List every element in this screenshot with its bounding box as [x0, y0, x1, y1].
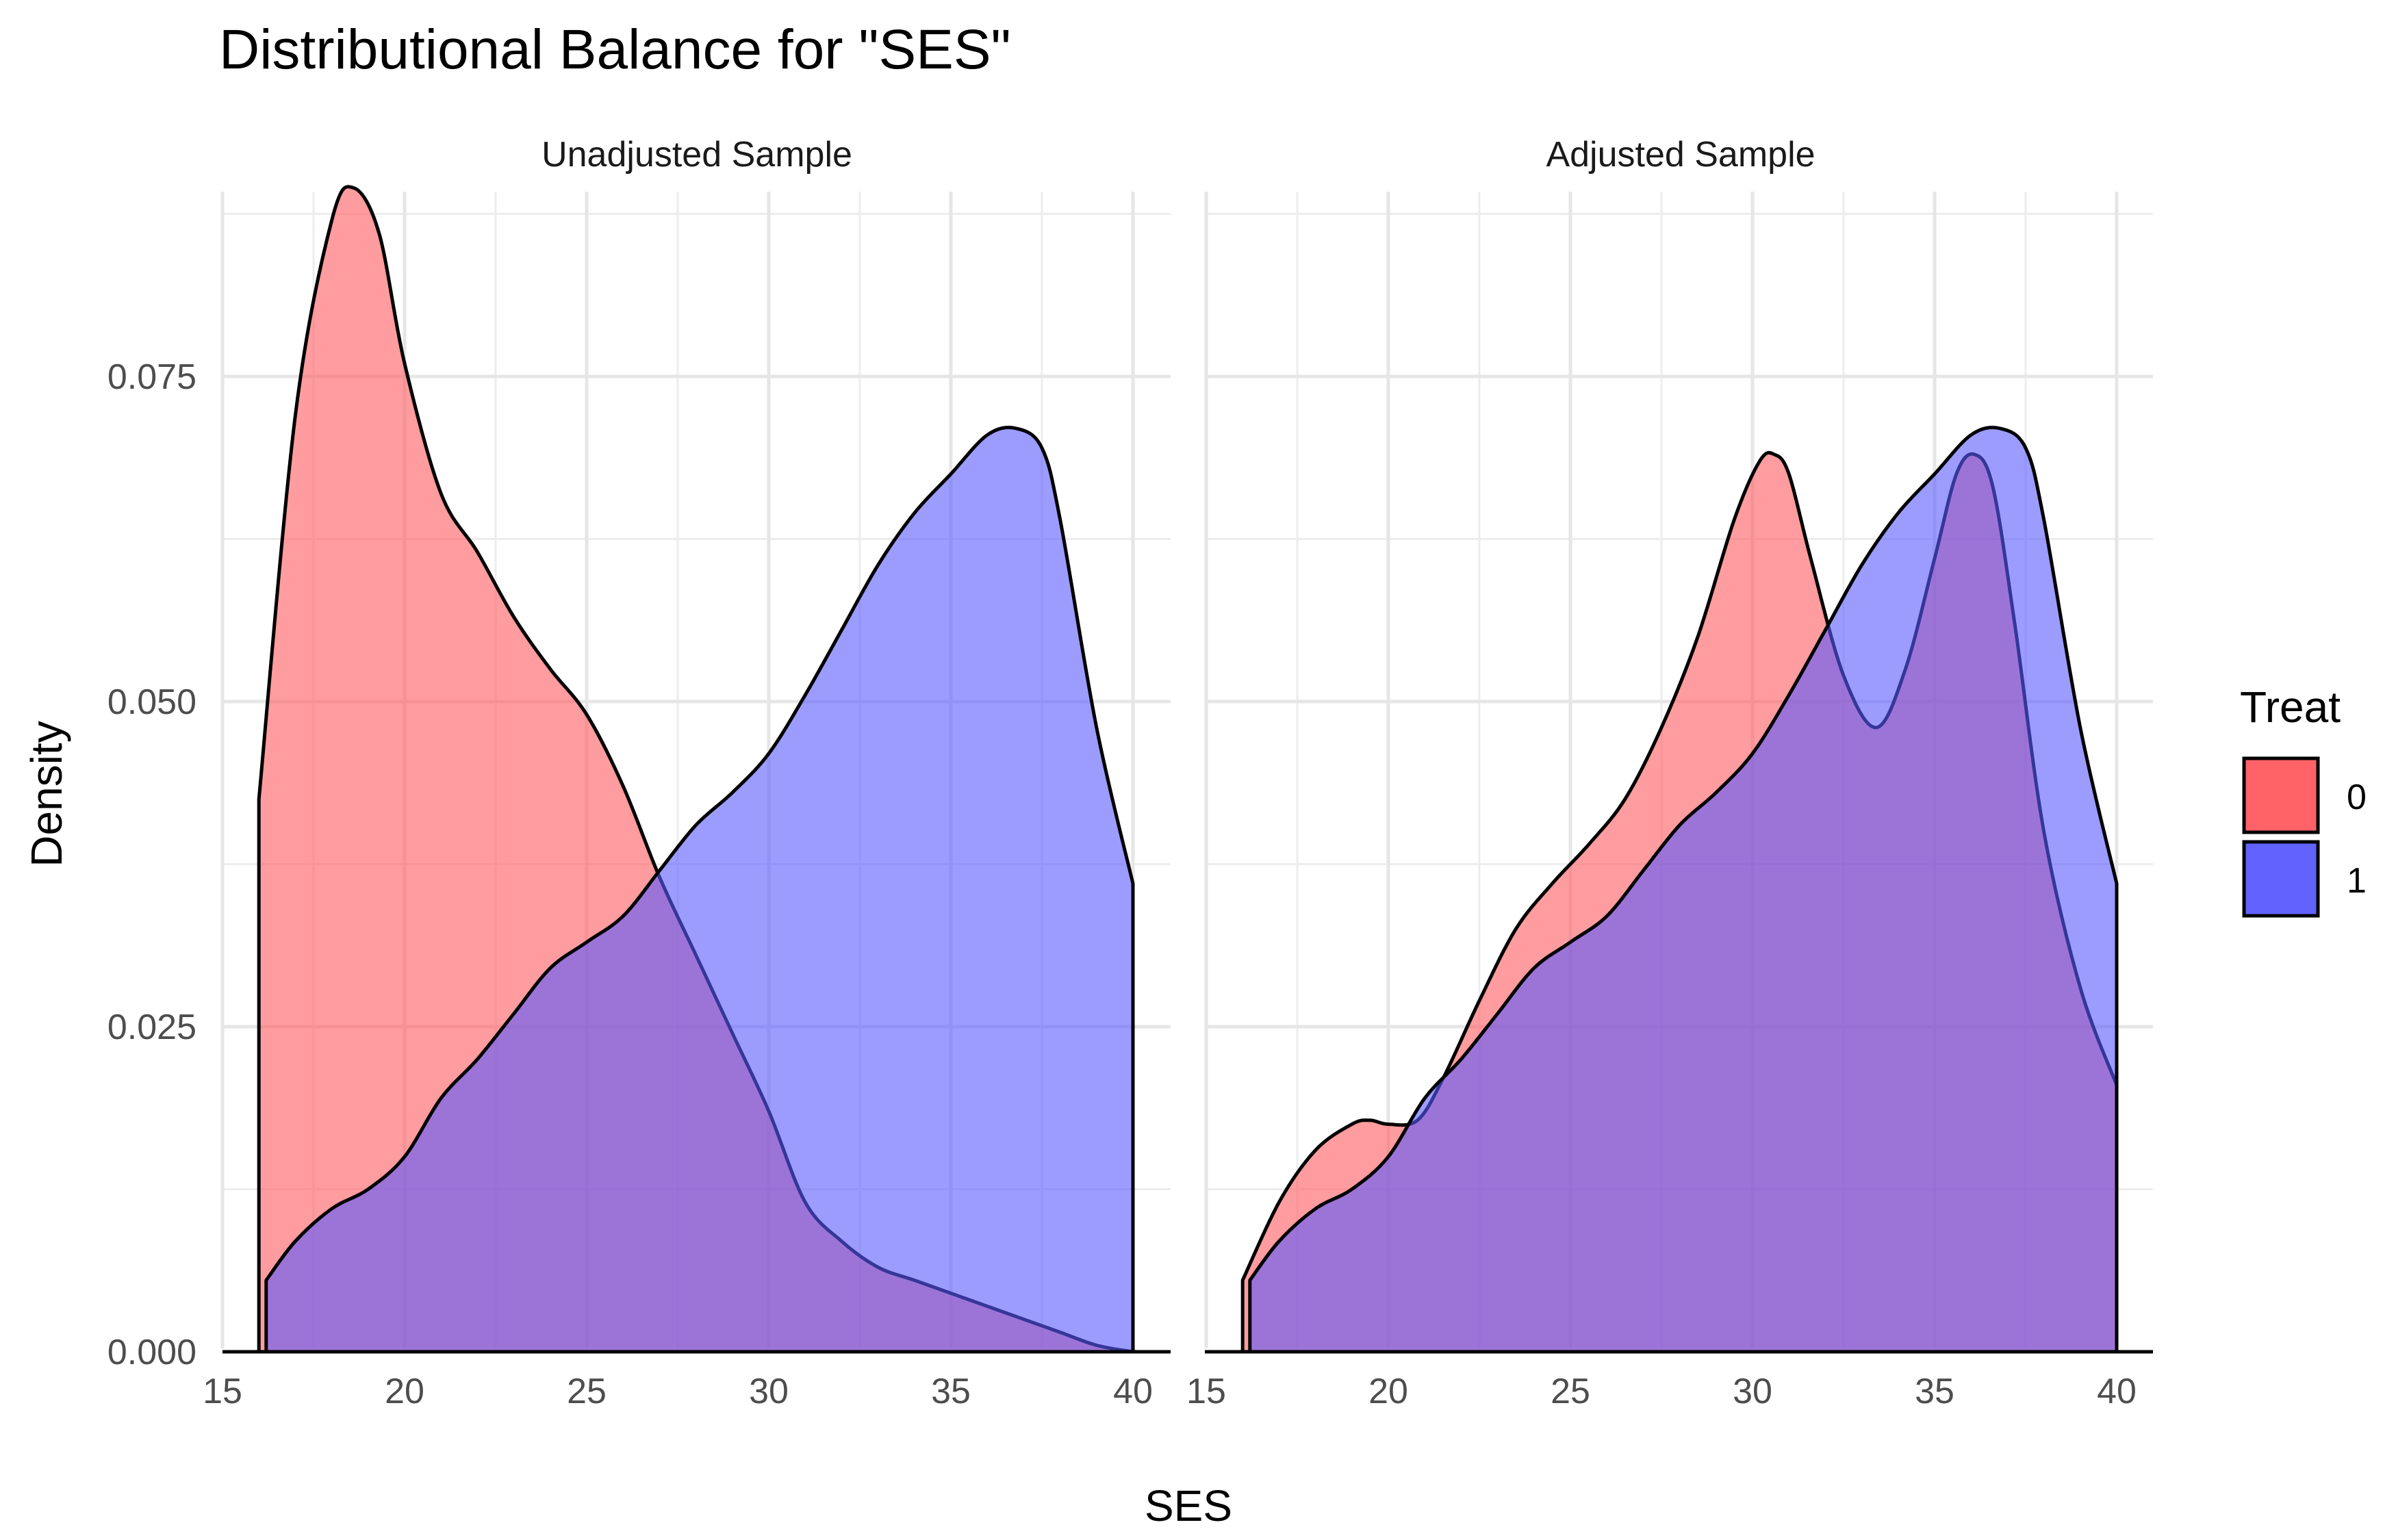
- y-axis-title: Density: [22, 721, 71, 867]
- x-axis-ticks-unadjusted: 15 20 25 30 35 40: [203, 1372, 1153, 1411]
- panel-adjusted-sample: Adjusted Sample 15 20 25 30 35 40: [1186, 135, 2153, 1411]
- density-area-treat-1: [264, 426, 1135, 1354]
- legend: Treat 01: [2240, 682, 2367, 918]
- y-tick-label: 0.025: [107, 1008, 196, 1047]
- x-tick-label: 15: [1186, 1372, 1226, 1411]
- x-axis-ticks-adjusted: 15 20 25 30 35 40: [1186, 1372, 2137, 1411]
- y-tick-label: 0.000: [107, 1333, 196, 1372]
- panel-series-adjusted: [1205, 426, 2153, 1354]
- y-axis-ticks: 0.000 0.025 0.050 0.075: [107, 357, 196, 1372]
- y-tick-label: 0.075: [107, 357, 196, 397]
- legend-label-0: 0: [2347, 778, 2367, 817]
- panel-strip-adjusted: Adjusted Sample: [1546, 135, 1815, 175]
- legend-entries: 01: [2242, 756, 2367, 918]
- x-tick-label: 35: [1915, 1372, 1954, 1411]
- x-tick-label: 15: [203, 1372, 242, 1411]
- y-tick-label: 0.050: [107, 682, 196, 722]
- x-tick-label: 35: [931, 1372, 971, 1411]
- density-area-treat-1: [1248, 426, 2119, 1354]
- x-tick-label: 40: [1113, 1372, 1153, 1411]
- x-tick-label: 20: [1368, 1372, 1408, 1411]
- x-tick-label: 30: [749, 1372, 789, 1411]
- panel-strip-unadjusted: Unadjusted Sample: [541, 135, 852, 175]
- x-tick-label: 25: [1551, 1372, 1590, 1411]
- x-tick-label: 40: [2097, 1372, 2137, 1411]
- panel-unadjusted-sample: Unadjusted Sample 15 20 25 30 35 40: [203, 135, 1171, 1411]
- legend-label-1: 1: [2347, 861, 2367, 901]
- panel-series-unadjusted: [222, 185, 1171, 1354]
- x-axis-title: SES: [1145, 1481, 1232, 1530]
- legend-swatch-1: [2242, 840, 2320, 918]
- x-tick-label: 25: [567, 1372, 607, 1411]
- legend-swatch-0: [2242, 756, 2320, 834]
- x-tick-label: 30: [1733, 1372, 1772, 1411]
- chart-title: Distributional Balance for "SES": [219, 18, 1011, 81]
- legend-title: Treat: [2240, 682, 2341, 732]
- x-tick-label: 20: [385, 1372, 424, 1411]
